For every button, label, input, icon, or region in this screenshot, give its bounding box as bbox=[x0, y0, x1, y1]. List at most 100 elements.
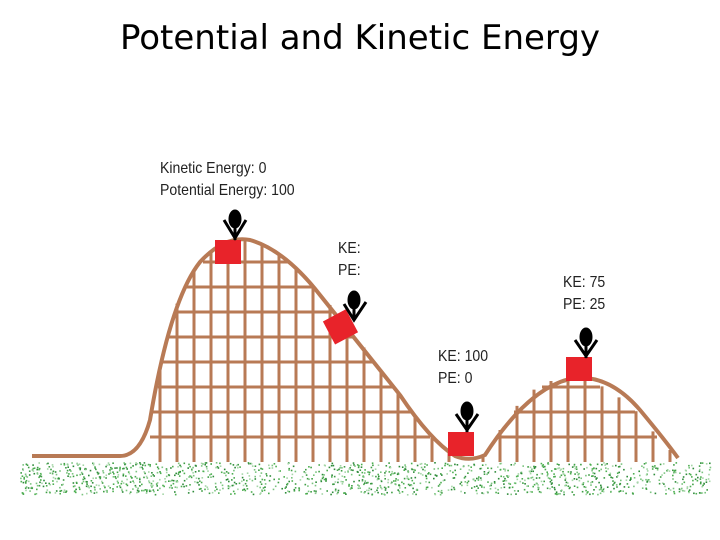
grass-speck bbox=[452, 477, 455, 479]
grass-speck bbox=[298, 489, 300, 492]
grass-speck bbox=[371, 493, 373, 496]
grass-speck bbox=[128, 472, 131, 475]
grass-speck bbox=[72, 475, 75, 478]
grass-speck bbox=[394, 472, 396, 474]
grass-speck bbox=[547, 463, 550, 465]
grass-speck bbox=[192, 490, 195, 493]
grass-speck bbox=[352, 469, 354, 472]
grass-speck bbox=[88, 474, 90, 477]
grass-speck bbox=[397, 473, 400, 475]
label-slope-pe: PE: bbox=[338, 262, 361, 279]
grass-speck bbox=[514, 462, 516, 465]
grass-speck bbox=[226, 478, 229, 481]
grass-speck bbox=[63, 489, 66, 491]
grass-speck bbox=[425, 475, 428, 478]
grass-speck bbox=[709, 466, 712, 469]
grass-speck bbox=[384, 489, 387, 491]
grass-speck bbox=[129, 462, 132, 465]
grass-speck bbox=[470, 469, 473, 472]
grass-speck bbox=[36, 484, 39, 487]
grass-speck bbox=[210, 463, 212, 465]
grass-speck bbox=[380, 471, 382, 473]
grass-speck bbox=[409, 484, 411, 487]
grass-speck bbox=[227, 487, 230, 490]
grass-speck bbox=[34, 493, 36, 496]
grass-speck bbox=[60, 463, 62, 466]
grass-speck bbox=[72, 485, 75, 488]
grass-speck bbox=[81, 493, 84, 496]
grass-speck bbox=[701, 492, 704, 494]
grass-speck bbox=[683, 490, 686, 492]
grass-speck bbox=[214, 482, 217, 485]
grass-speck bbox=[510, 493, 512, 496]
grass-speck bbox=[206, 468, 208, 470]
grass-speck bbox=[599, 492, 602, 495]
grass-speck bbox=[194, 464, 197, 467]
grass-speck bbox=[559, 469, 562, 472]
grass-speck bbox=[467, 472, 469, 474]
grass-speck bbox=[499, 462, 501, 465]
grass-speck bbox=[645, 478, 647, 481]
grass-speck bbox=[507, 476, 509, 478]
grass-speck bbox=[325, 480, 327, 482]
grass-speck bbox=[97, 473, 99, 475]
grass-speck bbox=[187, 492, 190, 494]
grass-speck bbox=[410, 477, 413, 479]
grass-speck bbox=[177, 466, 179, 468]
grass-speck bbox=[663, 472, 666, 474]
grass-speck bbox=[595, 467, 598, 470]
grass-speck bbox=[40, 473, 42, 476]
grass-speck bbox=[437, 467, 439, 470]
grass-speck bbox=[692, 479, 694, 482]
grass-speck bbox=[543, 480, 545, 483]
grass-speck bbox=[263, 489, 266, 492]
grass-speck bbox=[538, 491, 541, 493]
grass-speck bbox=[212, 475, 215, 478]
grass-speck bbox=[141, 483, 143, 486]
grass-speck bbox=[228, 480, 230, 483]
grass-speck bbox=[99, 476, 102, 478]
grass-speck bbox=[94, 489, 96, 491]
grass-speck bbox=[42, 485, 45, 488]
grass-speck bbox=[145, 492, 148, 494]
grass-speck bbox=[45, 482, 47, 484]
grass-speck bbox=[93, 486, 96, 489]
grass-speck bbox=[509, 483, 512, 485]
grass-speck bbox=[522, 465, 524, 467]
grass-speck bbox=[68, 473, 70, 475]
grass-speck bbox=[567, 482, 569, 484]
grass-speck bbox=[172, 465, 174, 468]
grass-speck bbox=[631, 492, 634, 494]
grass-speck bbox=[26, 476, 29, 478]
grass-speck bbox=[288, 469, 290, 471]
grass-speck bbox=[662, 463, 665, 465]
grass-speck bbox=[404, 464, 406, 466]
grass-speck bbox=[94, 467, 96, 469]
grass-speck bbox=[76, 463, 78, 465]
grass-speck bbox=[444, 464, 446, 467]
grass-speck bbox=[73, 490, 76, 493]
grass-speck bbox=[259, 486, 261, 489]
grass-speck bbox=[372, 469, 374, 472]
grass-speck bbox=[337, 491, 339, 494]
grass-speck bbox=[422, 468, 424, 471]
grass-speck bbox=[564, 479, 567, 481]
grass-speck bbox=[32, 464, 34, 466]
grass-speck bbox=[215, 466, 217, 469]
grass-speck bbox=[414, 469, 416, 472]
grass-speck bbox=[58, 478, 60, 480]
grass-speck bbox=[92, 462, 95, 465]
grass-speck bbox=[450, 464, 453, 467]
grass-speck bbox=[592, 467, 595, 470]
grass-speck bbox=[450, 488, 453, 491]
grass-speck bbox=[374, 491, 376, 493]
grass-speck bbox=[114, 467, 116, 469]
grass-speck bbox=[632, 473, 635, 475]
grass-speck bbox=[698, 492, 701, 494]
grass-speck bbox=[117, 476, 119, 478]
grass-speck bbox=[262, 487, 265, 489]
grass-speck bbox=[51, 472, 54, 475]
grass-speck bbox=[109, 471, 112, 473]
grass-speck bbox=[285, 486, 287, 488]
grass-speck bbox=[533, 465, 535, 468]
